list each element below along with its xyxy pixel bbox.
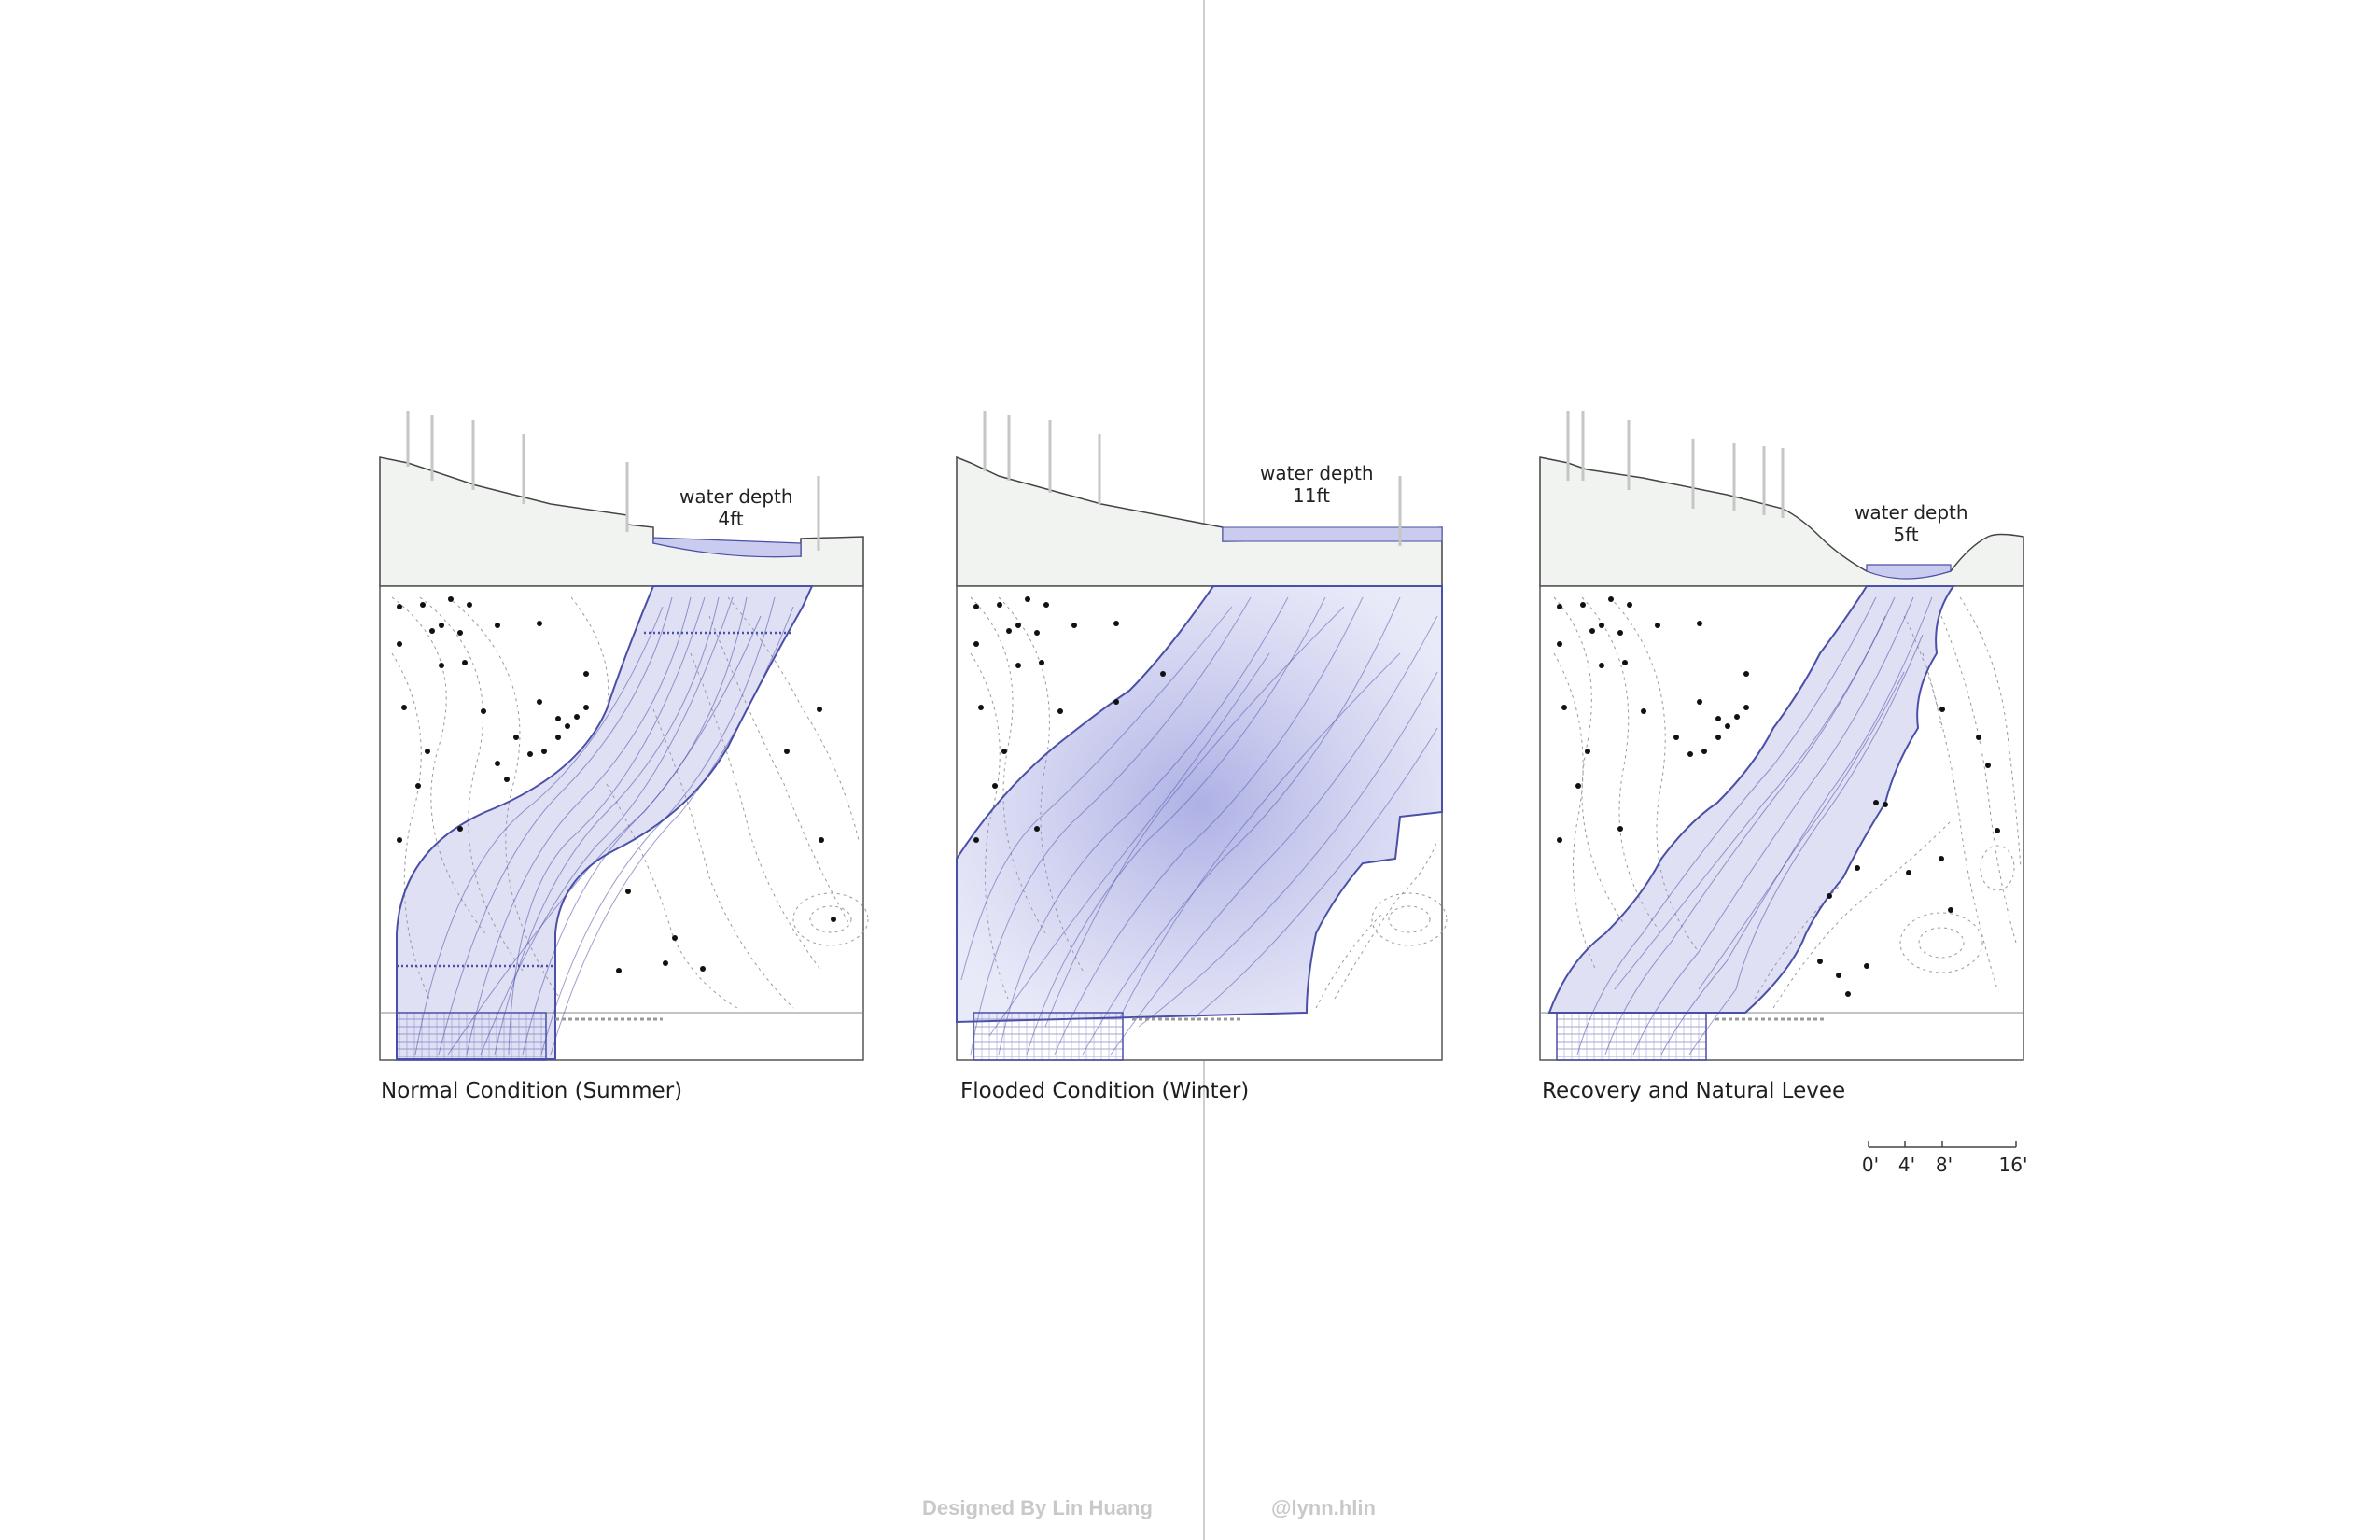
tree-dots (1557, 596, 2000, 997)
tree-dots (973, 596, 1166, 843)
caption-winter: Flooded Condition (Winter) (960, 1079, 1250, 1103)
depth-value: 4ft (718, 508, 744, 530)
designer-credit: Designed By Lin Huang (922, 1496, 1153, 1519)
section-water (652, 537, 802, 558)
river-water (396, 585, 814, 1060)
section-trees (406, 411, 820, 551)
tree-dots (397, 596, 836, 973)
depth-value: 5ft (1893, 524, 1919, 546)
contour-lines (1553, 596, 2022, 1009)
scale-label-0: 0' (1861, 1154, 1880, 1176)
scale-bar (1868, 1141, 2017, 1148)
panel-recovery (1539, 411, 2024, 1061)
depth-label-text: water depth (1855, 501, 1968, 524)
plan-frame (379, 585, 864, 1061)
river-water (1547, 585, 1955, 1014)
depth-label-text: water depth (679, 485, 793, 508)
depth-label-recovery: water depth 5ft (1855, 501, 1968, 546)
depth-value: 11ft (1293, 484, 1330, 507)
depth-label-winter: water depth 11ft (1260, 462, 1374, 507)
scale-label-4: 4' (1897, 1154, 1916, 1176)
culvert (1556, 1012, 1707, 1061)
section-trees (983, 411, 1402, 546)
depth-label-text: water depth (1260, 462, 1374, 484)
depth-label-summer: water depth 4ft (679, 485, 793, 530)
scale-label-8: 8' (1935, 1154, 1953, 1176)
flow-lines (1576, 596, 1933, 1056)
caption-recovery: Recovery and Natural Levee (1542, 1079, 1846, 1103)
culvert (396, 1012, 547, 1061)
section-profile (379, 456, 864, 587)
panel-winter (956, 411, 1448, 1061)
social-handle: @lynn.hlin (1271, 1496, 1376, 1519)
caption-summer: Normal Condition (Summer) (381, 1079, 683, 1103)
panel-summer (379, 411, 869, 1061)
flow-lines (414, 596, 794, 1056)
section-trees (1566, 411, 1785, 518)
section-water (1222, 526, 1443, 542)
scale-label-16: 16' (1998, 1154, 2028, 1176)
culvert (973, 1012, 1124, 1061)
section-water (1866, 564, 1952, 580)
flow-lines (960, 596, 1438, 1056)
